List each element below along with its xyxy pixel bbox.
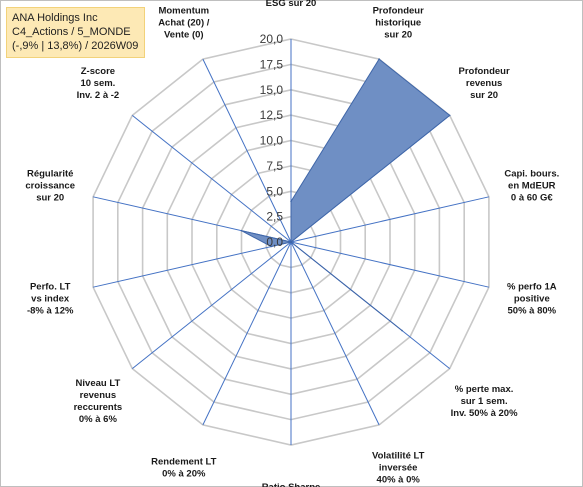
series-point — [290, 200, 292, 203]
axis-spoke — [290, 241, 380, 426]
series-point — [290, 241, 292, 243]
axis-label: Rendement LT 0% à 20% — [151, 457, 216, 480]
axis-label: NoteESG sur 20 — [266, 0, 317, 9]
tick-label: 20,0 — [260, 32, 284, 46]
axis-label-line: 10 sem. — [80, 78, 115, 89]
axis-label-line: % perfo 1A — [507, 282, 557, 293]
series-point — [240, 229, 243, 232]
axis-label: % perte max. sur 1 sem. Inv. 50% à 20% — [451, 384, 518, 419]
tick-label: 5,0 — [266, 184, 283, 198]
axis-label-line: positive — [514, 294, 550, 305]
series-point — [270, 245, 273, 248]
series-point — [448, 114, 451, 117]
axis-label-line: ESG sur 20 — [266, 0, 317, 9]
axis-label-line: Régularité — [27, 168, 73, 179]
axis-label-line: Inv. 2 à -2 — [77, 90, 120, 101]
axis-spoke — [290, 196, 490, 243]
axis-spoke — [131, 115, 292, 243]
axis-label-line: revenus — [466, 78, 502, 89]
axis-label: Z-score 10 sem. Inv. 2 à -2 — [77, 66, 120, 101]
axis-label-line: vs index — [31, 294, 70, 305]
axis-spoke — [92, 241, 292, 288]
radar-series — [240, 58, 451, 332]
axis-label-line: Ratio Sharpe — [262, 482, 321, 487]
tick-label: 7,5 — [266, 159, 283, 173]
axis-label-line: sur 20 — [384, 29, 412, 40]
tick-label: 17,5 — [260, 57, 284, 71]
axis-label-line: 0% à 20% — [162, 469, 206, 480]
radar-tick-labels: 0,0 2,5 5,0 7,5 10,0 12,5 15,0 17,5 20,0 — [260, 32, 284, 249]
axis-label-line: Profondeur — [458, 66, 509, 77]
axis-label-line: Capi. bours. — [504, 168, 559, 179]
chart-title-box: ANA Holdings Inc C4_Actions / 5_MONDE (-… — [6, 7, 146, 58]
tick-label: 12,5 — [260, 108, 284, 122]
axis-label-line: -8% à 12% — [27, 306, 74, 317]
axis-label: Volatilité LT inversée 40% à 0% — [372, 451, 425, 486]
axis-label: Profondeur revenus sur 20 — [458, 66, 509, 101]
tick-label: 10,0 — [260, 134, 284, 148]
series-point — [378, 58, 380, 60]
axis-label: Momentum Achat (20) / Vente (0) — [158, 5, 210, 40]
axis-label-line: Rendement LT — [151, 457, 216, 468]
axis-label-line: Achat (20) / — [158, 17, 210, 28]
axis-label-line: 40% à 0% — [377, 475, 421, 486]
axis-spoke — [290, 241, 490, 288]
axis-label-line: Vente (0) — [164, 29, 204, 40]
chart-title-line-2: C4_Actions / 5_MONDE — [12, 26, 131, 38]
series-point — [401, 329, 403, 332]
tick-label: 0,0 — [266, 235, 283, 249]
axis-label-line: reccurents — [74, 402, 123, 413]
chart-title-line-1: ANA Holdings Inc — [12, 12, 98, 24]
axis-label-line: Inv. 50% à 20% — [451, 408, 518, 419]
axis-label-line: Momentum — [158, 5, 209, 16]
axis-label-line: historique — [375, 17, 421, 28]
axis-label-line: croissance — [25, 180, 75, 191]
axis-label-line: en MdEUR — [508, 180, 556, 191]
axis-label: Capi. bours. en MdEUR 0 à 60 G€ — [504, 168, 559, 203]
axis-spoke — [131, 241, 292, 369]
series-area — [241, 58, 451, 331]
axis-label-line: Perfo. LT — [30, 282, 71, 293]
axis-label-line: sur 1 sem. — [461, 396, 508, 407]
axis-label: Perfo. LT vs index -8% à 12% — [27, 282, 74, 317]
axis-label-line: Profondeur — [373, 5, 424, 16]
axis-label: Régularité croissance sur 20 — [25, 168, 75, 203]
axis-label: Niveau LT revenus reccurents 0% à 6% — [74, 378, 123, 425]
axis-label-line: % perte max. — [455, 384, 514, 395]
axis-label-line: revenus — [80, 390, 116, 401]
axis-label: % perfo 1A positive 50% à 80% — [507, 282, 557, 317]
axis-label-line: 0% à 6% — [79, 414, 118, 425]
axis-label: Ratio Sharpe0 à 1 — [262, 482, 321, 487]
axis-label-line: sur 20 — [470, 90, 498, 101]
axis-spoke — [202, 58, 292, 243]
chart-title-line-3: (-,9% | 13,8%) / 2026W09 — [12, 40, 139, 52]
axis-label-line: Niveau LT — [76, 378, 121, 389]
axis-label-line: Z-score — [81, 66, 115, 77]
axis-label-line: Volatilité LT — [372, 451, 425, 462]
axis-spoke — [202, 241, 292, 426]
tick-label: 15,0 — [260, 83, 284, 97]
axis-label-line: 50% à 80% — [508, 306, 557, 317]
axis-label-line: sur 20 — [36, 192, 64, 203]
axis-label-line: inversée — [379, 463, 418, 474]
axis-label-line: 0 à 60 G€ — [511, 192, 553, 203]
tick-label: 2,5 — [266, 210, 283, 224]
axis-label: Profondeur historique sur 20 — [373, 5, 424, 40]
